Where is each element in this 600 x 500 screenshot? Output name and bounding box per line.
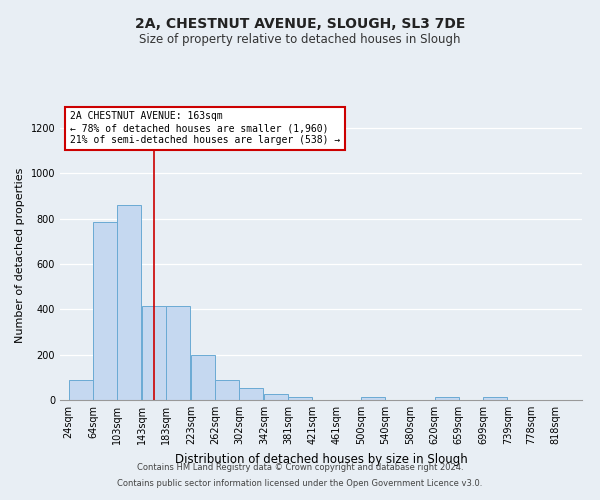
Bar — [434, 398, 458, 400]
Bar — [166, 306, 190, 400]
Bar — [68, 380, 92, 400]
Bar — [483, 398, 507, 400]
Text: Contains HM Land Registry data © Crown copyright and database right 2024.: Contains HM Land Registry data © Crown c… — [137, 464, 463, 472]
Text: 2A, CHESTNUT AVENUE, SLOUGH, SL3 7DE: 2A, CHESTNUT AVENUE, SLOUGH, SL3 7DE — [135, 18, 465, 32]
Bar — [215, 380, 239, 400]
Text: 2A CHESTNUT AVENUE: 163sqm
← 78% of detached houses are smaller (1,960)
21% of s: 2A CHESTNUT AVENUE: 163sqm ← 78% of deta… — [70, 112, 340, 144]
Bar — [191, 354, 215, 400]
X-axis label: Distribution of detached houses by size in Slough: Distribution of detached houses by size … — [175, 452, 467, 466]
Text: Size of property relative to detached houses in Slough: Size of property relative to detached ho… — [139, 32, 461, 46]
Bar — [264, 394, 288, 400]
Bar — [239, 388, 263, 400]
Y-axis label: Number of detached properties: Number of detached properties — [15, 168, 25, 342]
Bar — [142, 306, 166, 400]
Text: Contains public sector information licensed under the Open Government Licence v3: Contains public sector information licen… — [118, 478, 482, 488]
Bar — [93, 222, 117, 400]
Bar — [117, 205, 141, 400]
Bar — [288, 396, 312, 400]
Bar — [361, 398, 385, 400]
